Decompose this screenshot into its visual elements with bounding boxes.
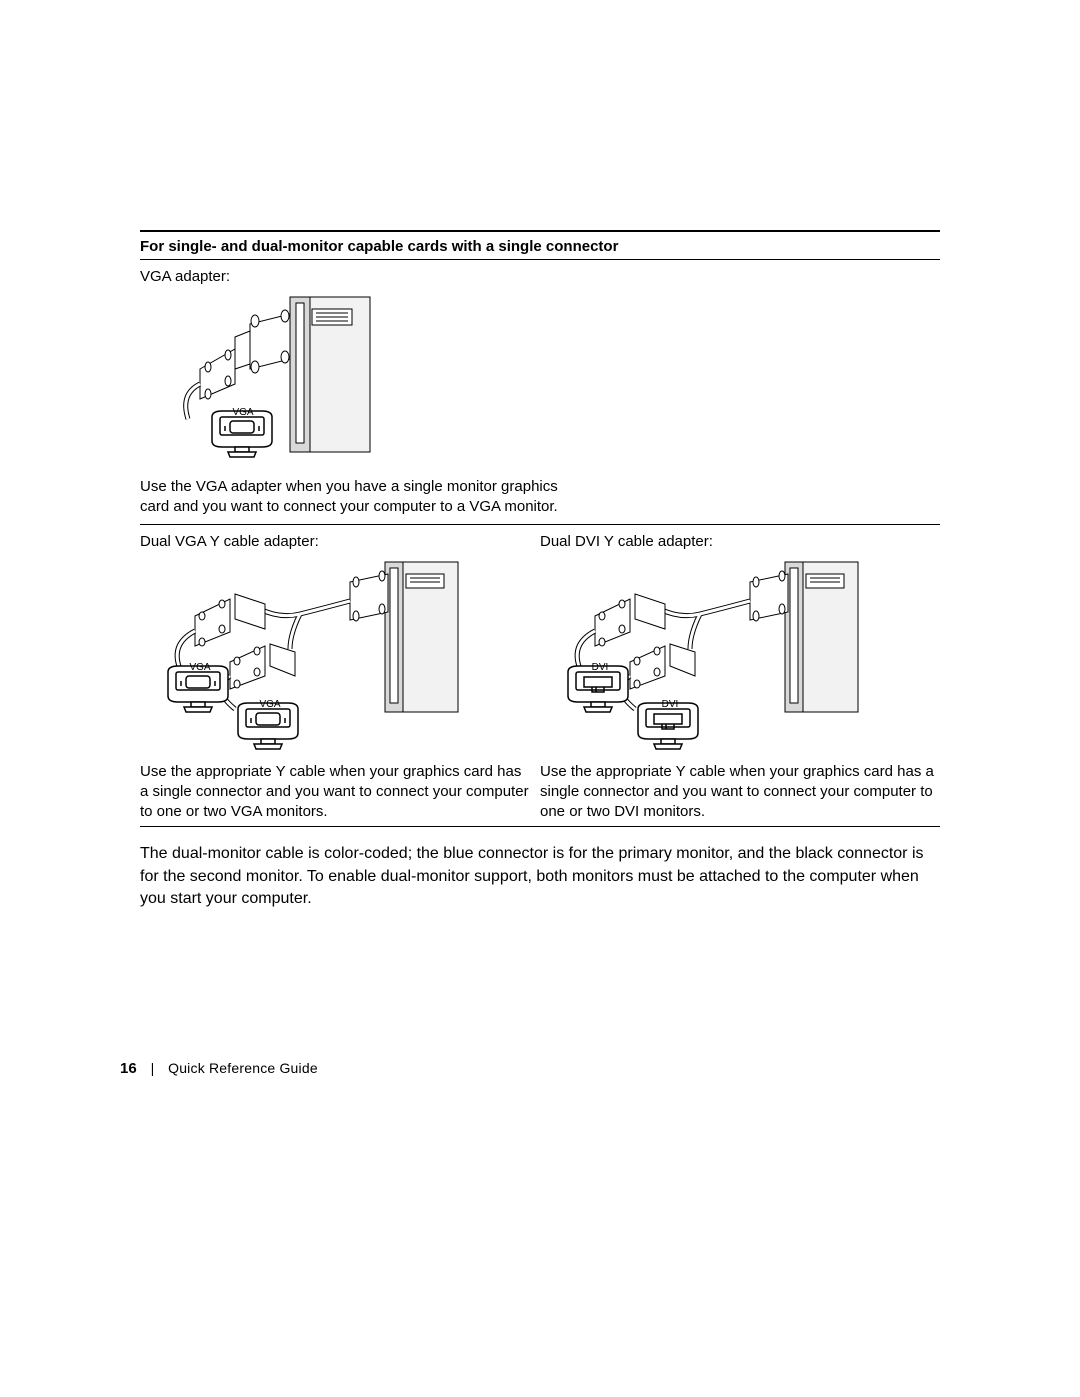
vga-connector-label: VGA xyxy=(232,407,253,418)
dual-vga-label-2: VGA xyxy=(259,699,280,710)
dual-vga-illustration: VGA VGA xyxy=(140,554,470,754)
dual-vga-label: Dual VGA Y cable adapter: xyxy=(140,533,530,550)
dual-dvi-description: Use the appropriate Y cable when your gr… xyxy=(540,762,940,823)
dual-dvi-label-1: DVI xyxy=(592,662,609,673)
dual-vga-column: Dual VGA Y cable adapter: xyxy=(140,525,540,823)
vga-adapter-description: Use the VGA adapter when you have a sing… xyxy=(140,477,560,518)
rule-top xyxy=(140,230,940,232)
page-content: For single- and dual-monitor capable car… xyxy=(140,230,940,910)
rule-under-title xyxy=(140,259,940,260)
footer-doc-title: Quick Reference Guide xyxy=(168,1060,318,1076)
page-footer: 16 | Quick Reference Guide xyxy=(120,1060,318,1077)
rule-bottom xyxy=(140,826,940,827)
section-title: For single- and dual-monitor capable car… xyxy=(140,238,940,255)
dual-dvi-label: Dual DVI Y cable adapter: xyxy=(540,533,940,550)
footer-separator: | xyxy=(151,1060,155,1076)
dual-dvi-label-2: DVI xyxy=(662,699,679,710)
vga-adapter-illustration: VGA xyxy=(140,289,420,469)
vga-adapter-label: VGA adapter: xyxy=(140,268,940,285)
body-paragraph: The dual-monitor cable is color-coded; t… xyxy=(140,843,940,910)
dual-adapter-row: Dual VGA Y cable adapter: xyxy=(140,525,940,823)
dual-dvi-column: Dual DVI Y cable adapter: xyxy=(540,525,940,823)
dual-vga-description: Use the appropriate Y cable when your gr… xyxy=(140,762,530,823)
dual-vga-label-1: VGA xyxy=(189,662,210,673)
dual-dvi-illustration: DVI DVI xyxy=(540,554,870,754)
page-number: 16 xyxy=(120,1060,137,1077)
